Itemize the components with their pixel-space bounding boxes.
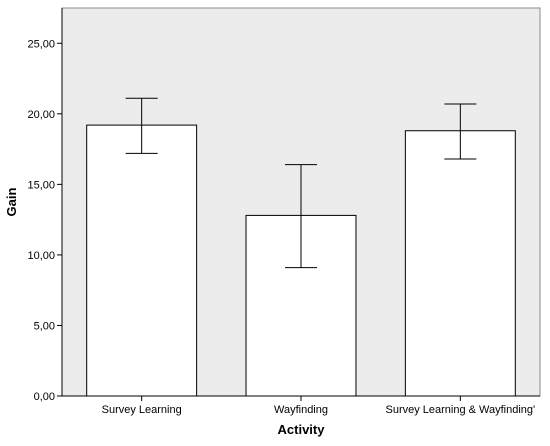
y-tick-label: 10,00	[27, 250, 55, 262]
y-tick-label: 25,00	[27, 38, 55, 50]
y-axis-ticks: 0,00 5,00 10,00 15,00 20,00 25,00	[27, 38, 62, 403]
y-tick-label: 20,00	[27, 109, 55, 121]
x-axis-ticks: Survey Learning Wayfinding Survey Learning…	[102, 396, 535, 416]
y-axis-title: Gain	[4, 187, 19, 216]
x-tick-label: Wayfinding	[274, 404, 328, 416]
bar	[86, 124, 198, 397]
x-tick-label: Survey Learning	[102, 404, 182, 416]
error-bars-group	[125, 97, 477, 269]
x-axis-title: Activity	[278, 422, 326, 437]
y-tick-label: 15,00	[27, 179, 55, 191]
y-tick-label: 5,00	[34, 320, 55, 332]
bar	[404, 130, 516, 397]
x-tick-label: Survey Learning & Wayfinding'	[385, 404, 535, 416]
y-tick-label: 0,00	[34, 391, 55, 403]
